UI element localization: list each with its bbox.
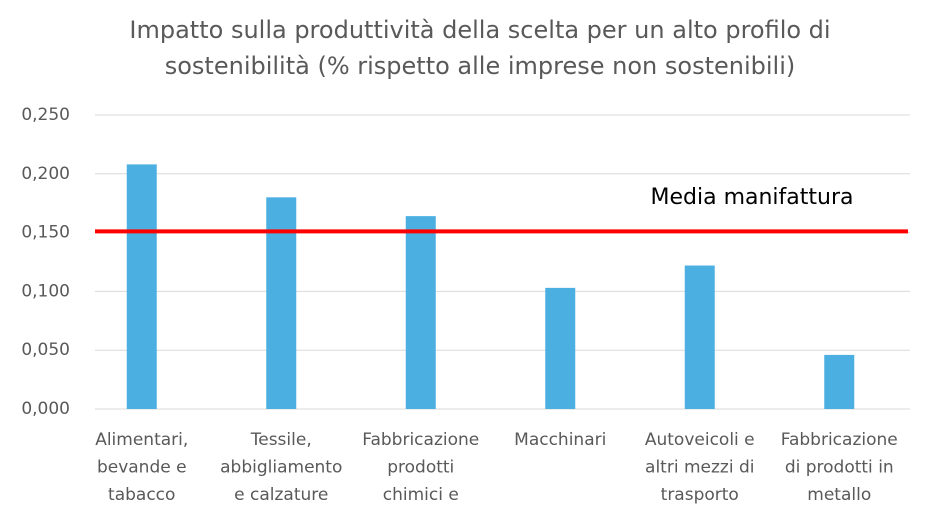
y-tick-label: 0,100 [21,281,70,301]
bar [405,216,436,409]
x-tick-label: abbigliamento [220,458,342,478]
x-tick-label: chimici e [383,485,459,505]
x-tick-label: Autoveicoli e [645,430,755,450]
y-tick-label: 0,200 [21,164,70,184]
y-tick-label: 0,050 [21,340,70,360]
bar [266,197,297,409]
y-tick-label: 0,000 [21,399,70,419]
x-tick-label: altri mezzi di [645,458,754,478]
x-tick-label: Macchinari [514,430,606,450]
x-tick-label: trasporto [661,485,739,505]
x-tick-label: metallo [807,485,871,505]
x-tick-label: Alimentari, [95,430,188,450]
x-tick-label: tabacco [108,485,175,505]
bar [545,287,576,409]
bar [126,164,157,409]
bar [684,265,715,409]
reference-label: Media manifattura [651,185,854,210]
x-tick-label: bevande e [97,458,187,478]
y-tick-label: 0,150 [21,223,70,243]
x-tick-label: prodotti [387,458,454,478]
x-tick-label: Fabbricazione [362,430,479,450]
x-tick-label: di prodotti in [785,458,894,478]
chart-title: sostenibilità (% rispetto alle imprese n… [165,52,796,80]
x-tick-label: e calzature [234,485,328,505]
bar [824,354,855,409]
x-tick-label: Tessile, [250,430,312,450]
y-tick-label: 0,250 [21,105,70,125]
x-tick-label: Fabbricazione [781,430,898,450]
chart-title: Impatto sulla produttività della scelta … [129,16,830,44]
